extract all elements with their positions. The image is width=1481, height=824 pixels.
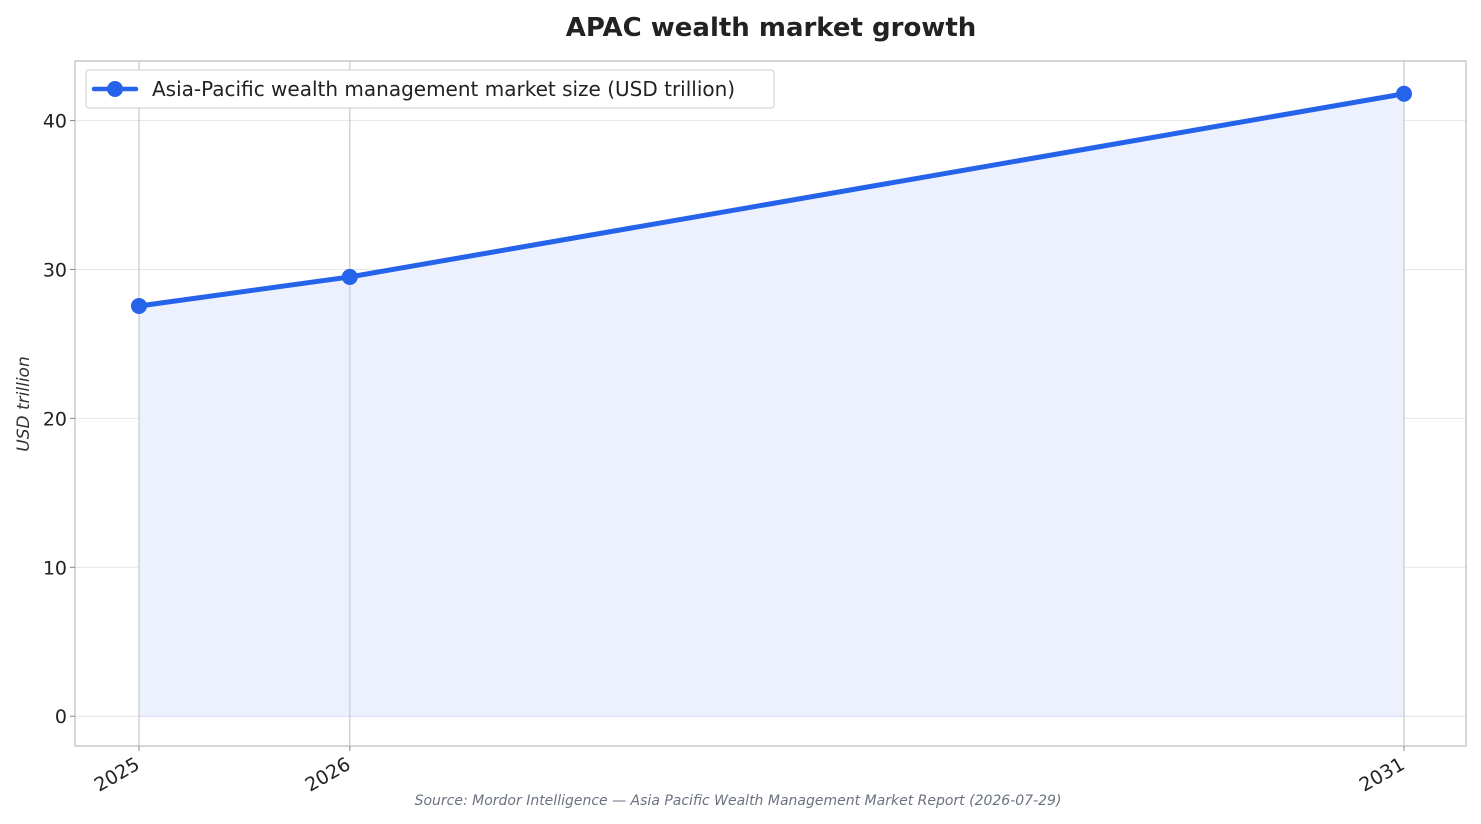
chart-title: APAC wealth market growth (566, 13, 977, 43)
x-tick-label: 2031 (1356, 753, 1409, 796)
legend-label: Asia-Pacific wealth management market si… (152, 77, 735, 101)
area-fill-layer (139, 93, 1404, 717)
y-tick-label: 40 (43, 111, 67, 133)
y-tick-label: 30 (43, 259, 67, 281)
y-axis-label: USD trillion (14, 356, 34, 451)
x-axis-ticks: 2025 2026 2031 (91, 746, 1409, 797)
data-points (131, 85, 1412, 314)
y-tick-label: 0 (55, 706, 67, 728)
data-point[interactable] (1396, 85, 1412, 102)
x-tick-label: 2025 (91, 753, 144, 796)
category-lines (138, 61, 1405, 746)
y-tick-label: 10 (43, 557, 67, 579)
data-point[interactable] (341, 268, 358, 285)
plot-frame (74, 60, 1467, 747)
data-point[interactable] (131, 297, 147, 314)
series-area-fill (139, 93, 1404, 717)
source-note: Source: Mordor Intelligence — Asia Pacif… (415, 793, 1062, 809)
legend[interactable]: Asia-Pacific wealth management market si… (85, 69, 775, 109)
legend-marker-swatch (107, 81, 123, 97)
x-tick-label: 2026 (301, 753, 354, 796)
y-axis-ticks: 0 10 20 30 40 (43, 111, 75, 728)
y-tick-label: 20 (43, 408, 67, 430)
legend-box (85, 69, 775, 109)
